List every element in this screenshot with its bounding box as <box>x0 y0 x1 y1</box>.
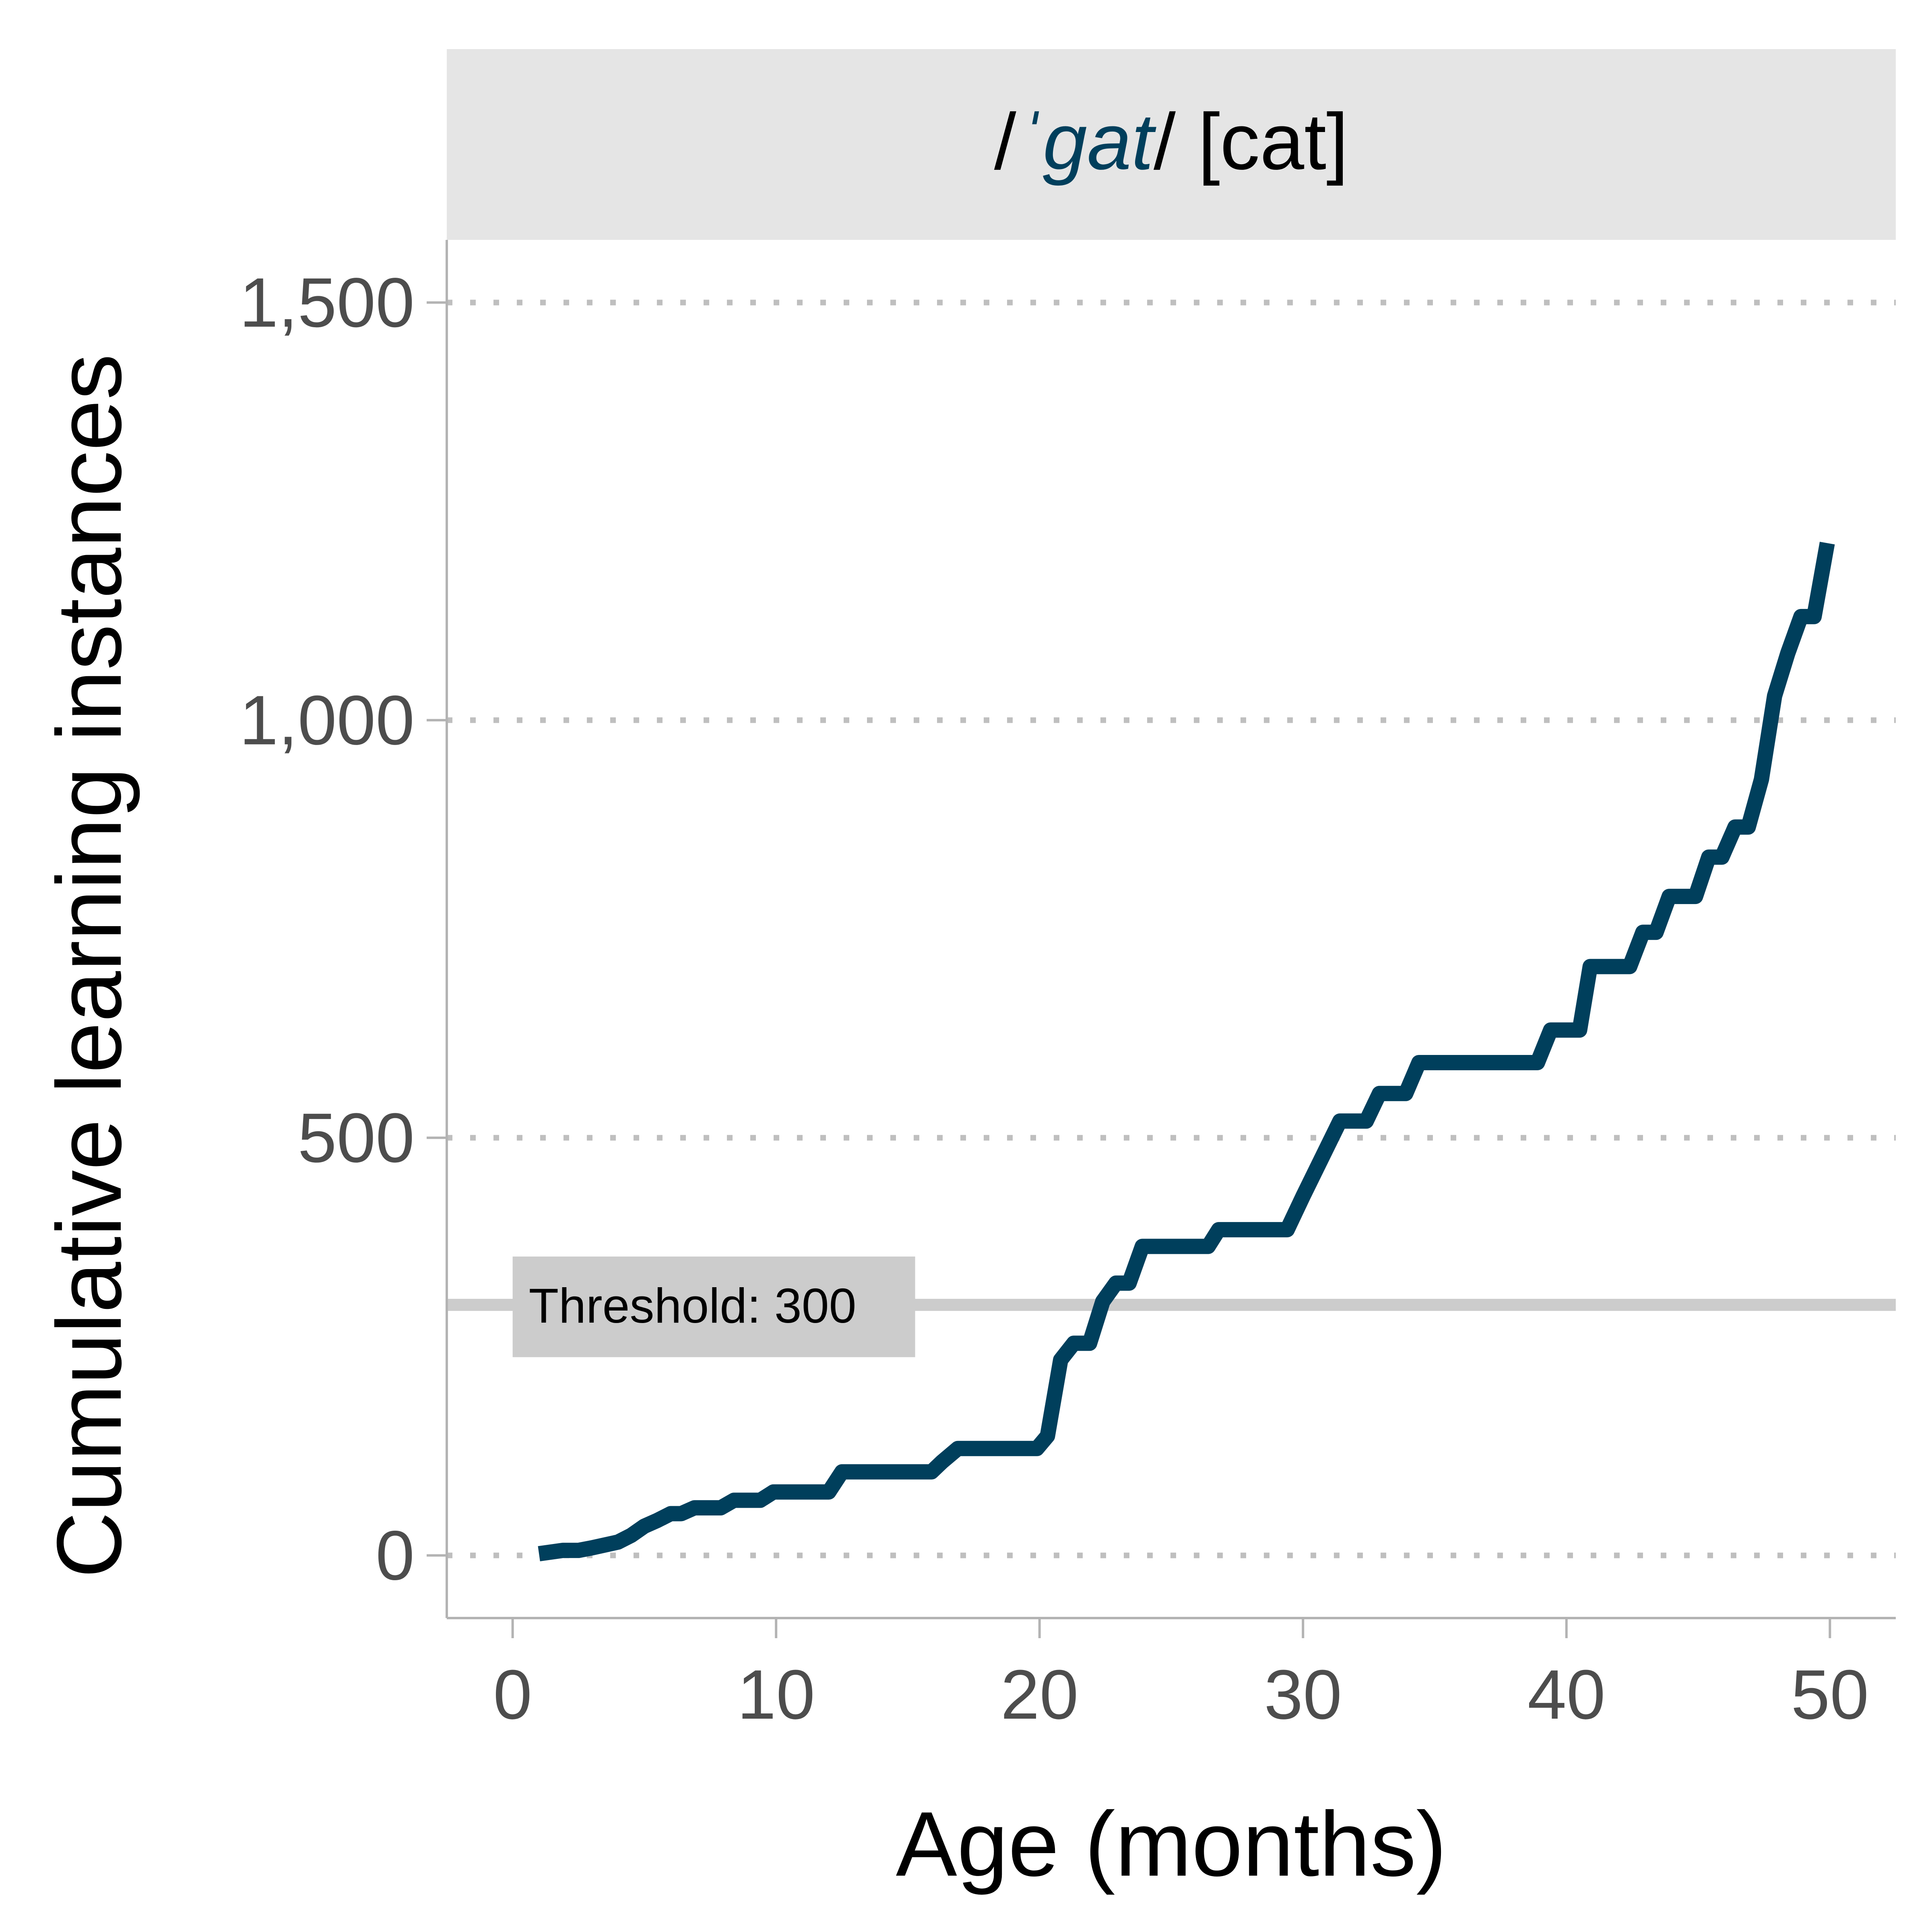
threshold: Threshold: 300 <box>447 1256 1896 1357</box>
gridlines <box>447 299 1896 1558</box>
y-tick-label: 1,000 <box>239 681 415 759</box>
threshold-label-box <box>512 1256 915 1357</box>
strip-word: gat <box>1043 97 1156 186</box>
series-line <box>538 541 1835 1562</box>
strip-prefix: / <box>994 97 1017 186</box>
x-tick-label: 50 <box>1791 1655 1869 1734</box>
axes <box>427 240 1896 1638</box>
y-tick-label: 1,500 <box>239 263 415 342</box>
series-layer <box>538 541 1835 1562</box>
tick-labels: 0 500 1,000 1,500 0 10 20 30 40 50 <box>239 263 1869 1734</box>
y-tick-label: 0 <box>376 1516 415 1594</box>
x-tick-label: 30 <box>1264 1655 1342 1734</box>
x-axis-title: Age (months) <box>896 1793 1447 1895</box>
facet-strip-title: /ˈgat/ [cat] <box>994 97 1348 186</box>
facet-strip <box>447 49 1896 240</box>
y-axis-title: Cumulative learning instances <box>38 354 140 1578</box>
x-tick-label: 10 <box>737 1655 815 1734</box>
x-tick-label: 20 <box>1001 1655 1079 1734</box>
strip-stress-mark: ˈ <box>1016 97 1043 186</box>
x-tick-label: 40 <box>1527 1655 1606 1734</box>
x-tick-label: 0 <box>493 1655 532 1734</box>
strip-suffix: / [cat] <box>1154 97 1348 186</box>
threshold-label: Threshold: 300 <box>529 1278 857 1333</box>
y-tick-label: 500 <box>298 1098 415 1177</box>
